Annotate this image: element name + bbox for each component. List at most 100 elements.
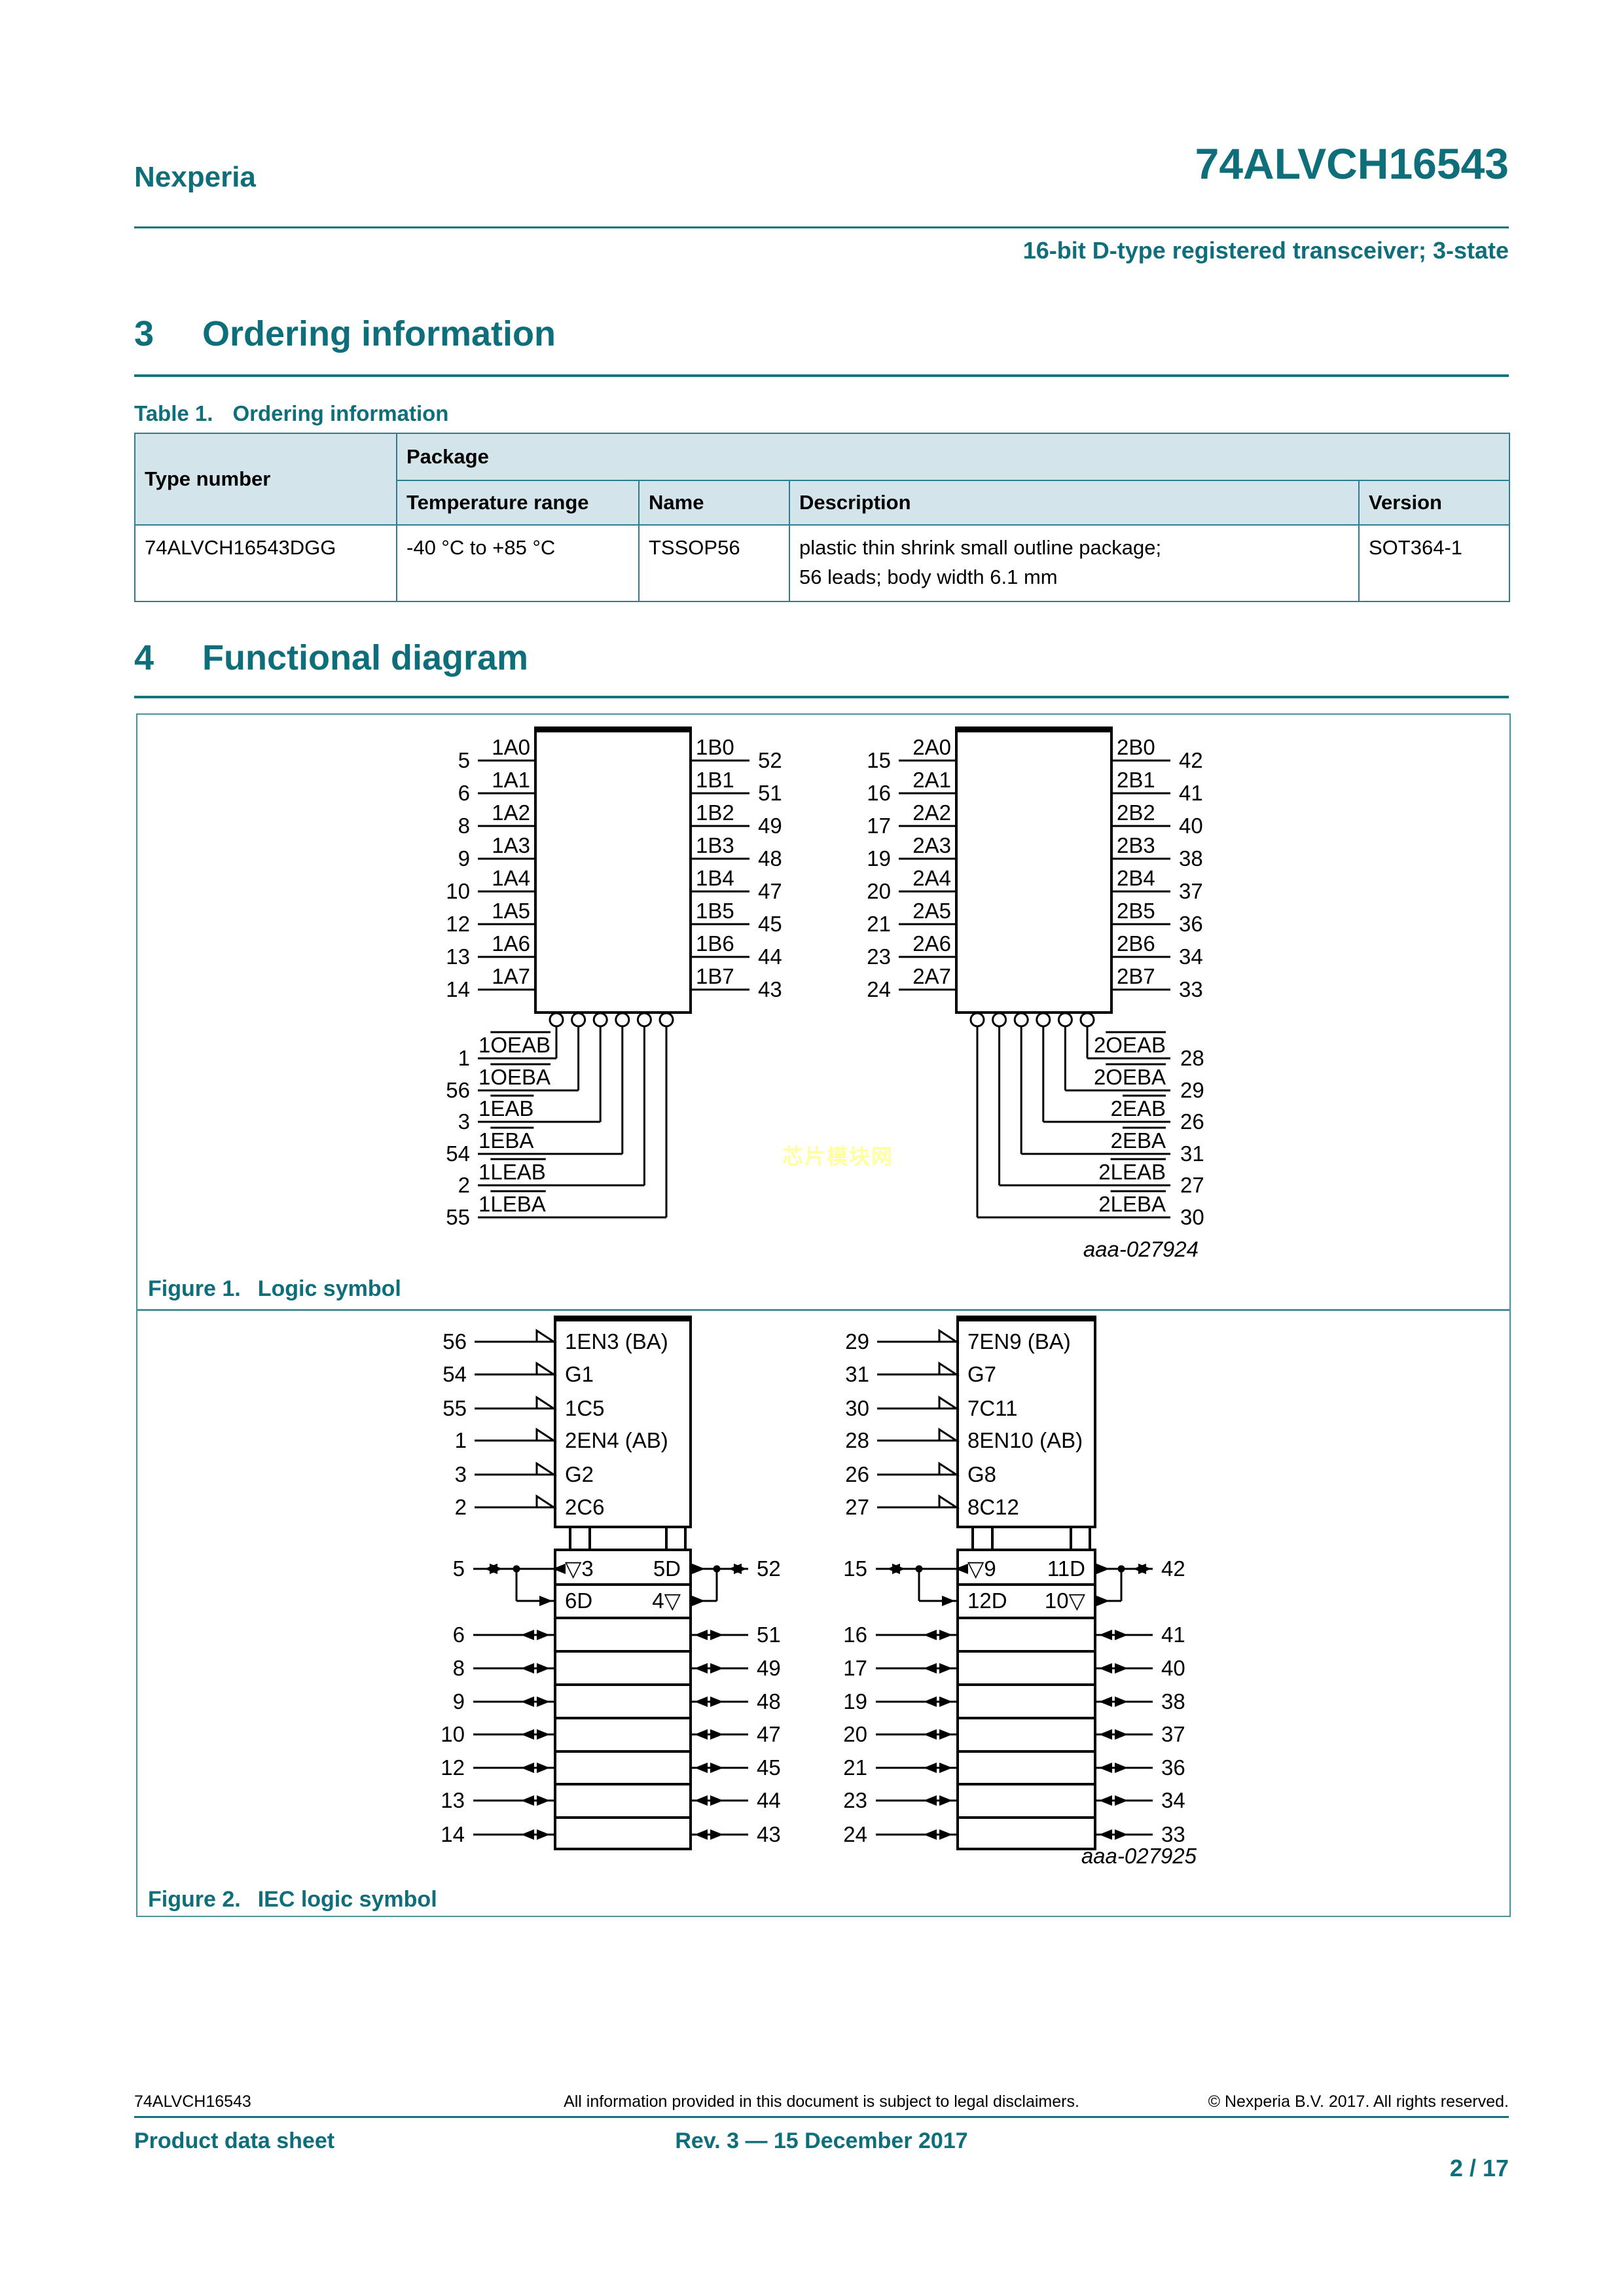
arrowhead <box>1099 1630 1112 1640</box>
pin-number: 15 <box>867 748 891 772</box>
pin-number: 31 <box>845 1362 869 1386</box>
arrowhead <box>939 1795 952 1806</box>
inversion-bubble-icon <box>571 1012 586 1028</box>
inversion-bubble-icon <box>1079 1012 1095 1028</box>
footer-disclaimer: All information provided in this documen… <box>564 2092 1079 2111</box>
pin-label: 2A2 <box>912 800 951 825</box>
arrowhead <box>710 1795 723 1806</box>
pin-number: 29 <box>1180 1078 1204 1102</box>
arrowhead <box>1115 1795 1128 1806</box>
control-arrow-icon <box>535 1361 558 1376</box>
cell-type-number: 74ALVCH16543DGG <box>134 524 397 602</box>
arrowhead <box>1115 1696 1128 1707</box>
control-arrow-icon <box>535 1494 558 1509</box>
cell-description: plastic thin shrink small outline packag… <box>789 524 1360 602</box>
arrowhead <box>1115 1663 1128 1674</box>
functional-diagram-frame: 5 1A0 52 1B0 6 1A1 51 1B1 8 1A2 49 1B2 9 1A3 48 1B3 10 1A… <box>136 713 1511 1917</box>
page-number: 2 / 17 <box>1449 2155 1509 2181</box>
cell-version: SOT364-1 <box>1358 524 1511 602</box>
pin-label: 1A4 <box>492 866 530 890</box>
arrowhead <box>1099 1829 1112 1840</box>
pin-number: 3 <box>455 1462 467 1486</box>
arrowhead <box>924 1829 937 1840</box>
pin-label: 2B3 <box>1117 833 1155 857</box>
pin-number: 56 <box>442 1329 467 1354</box>
port-label: 6D <box>565 1588 592 1613</box>
pin-number: 6 <box>453 1623 465 1647</box>
pin-number: 41 <box>1179 781 1203 805</box>
pin-label: 1B4 <box>696 866 734 890</box>
port-label: 5D <box>653 1556 681 1581</box>
pin-number: 20 <box>843 1722 867 1746</box>
arrowhead <box>521 1795 534 1806</box>
port-label: ▽3 <box>565 1556 594 1581</box>
pin-number: 21 <box>843 1755 867 1780</box>
footer-copyright: © Nexperia B.V. 2017. All rights reserve… <box>1208 2092 1509 2111</box>
arrowhead <box>710 1829 723 1840</box>
figure1-ref-code: aaa-027924 <box>1083 1237 1199 1261</box>
pin-number: 54 <box>442 1362 467 1386</box>
section-rule <box>134 696 1509 698</box>
pin-number: 19 <box>843 1689 867 1713</box>
control-label: 1OEAB <box>478 1033 550 1057</box>
figure2-ref-code: aaa-027925 <box>1081 1844 1197 1868</box>
arrowhead <box>695 1829 708 1840</box>
control-arrow-icon <box>938 1494 960 1509</box>
pin-number: 21 <box>867 912 891 936</box>
arrowhead <box>1138 1564 1151 1574</box>
pin-label: 1A1 <box>492 768 530 792</box>
arrowhead <box>939 1663 952 1674</box>
pin-number: 9 <box>453 1689 465 1713</box>
pin-label: 1A6 <box>492 931 530 956</box>
pin-number: 37 <box>1161 1722 1185 1746</box>
control-label: G7 <box>967 1362 996 1386</box>
arrowhead <box>695 1763 708 1773</box>
pin-number: 8 <box>458 814 470 838</box>
pin-number: 5 <box>458 748 470 772</box>
arrowhead <box>924 1763 937 1773</box>
inversion-bubble-icon <box>1057 1012 1073 1028</box>
arrowhead <box>695 1795 708 1806</box>
figure1-caption: Figure 1. Logic symbol <box>148 1274 401 1303</box>
inversion-bubble-icon <box>549 1012 564 1028</box>
pin-number: 28 <box>1180 1046 1204 1070</box>
pin-number: 33 <box>1161 1822 1185 1846</box>
pin-number: 47 <box>758 879 782 903</box>
arrowhead <box>939 1630 952 1640</box>
control-arrow-icon <box>938 1361 960 1376</box>
page-title: 74ALVCH16543 <box>1195 139 1509 188</box>
arrowhead <box>942 1596 955 1606</box>
control-label: 7C11 <box>967 1396 1017 1420</box>
col-header-package: Package <box>395 433 1511 481</box>
arrowhead <box>939 1696 952 1707</box>
pin-number: 42 <box>1161 1556 1185 1581</box>
table-row: 74ALVCH16543DGG -40 °C to +85 °C TSSOP56… <box>134 524 1511 602</box>
inversion-bubble-icon <box>992 1012 1007 1028</box>
ordering-table: Type number Package Temperature range Na… <box>134 433 1511 602</box>
pin-number: 48 <box>757 1689 781 1713</box>
inversion-bubble-icon <box>592 1012 608 1028</box>
arrowhead <box>537 1729 550 1740</box>
pin-number: 2 <box>455 1495 467 1519</box>
arrowhead <box>692 1596 705 1606</box>
arrowhead <box>521 1696 534 1707</box>
arrowhead <box>924 1729 937 1740</box>
arrowhead <box>1099 1663 1112 1674</box>
arrowhead <box>710 1663 723 1674</box>
pin-label: 2B0 <box>1117 735 1155 759</box>
pin-label: 1B0 <box>696 735 734 759</box>
port-label: ▽9 <box>967 1556 996 1581</box>
pin-number: 9 <box>458 846 470 870</box>
figure2-caption: Figure 2. IEC logic symbol <box>148 1885 437 1914</box>
col-header-description: Description <box>789 480 1360 526</box>
description-line: plastic thin shrink small outline packag… <box>799 536 1162 559</box>
arrowhead <box>1115 1630 1128 1640</box>
arrowhead <box>892 1564 905 1574</box>
arrowhead <box>695 1729 708 1740</box>
col-header-temperature-range: Temperature range <box>396 480 640 526</box>
arrowhead <box>521 1829 534 1840</box>
table-caption-label: Table 1. <box>134 401 213 425</box>
control-label: 1EAB <box>478 1096 533 1121</box>
port-label: 12D <box>967 1588 1007 1613</box>
pin-number: 51 <box>758 781 782 805</box>
